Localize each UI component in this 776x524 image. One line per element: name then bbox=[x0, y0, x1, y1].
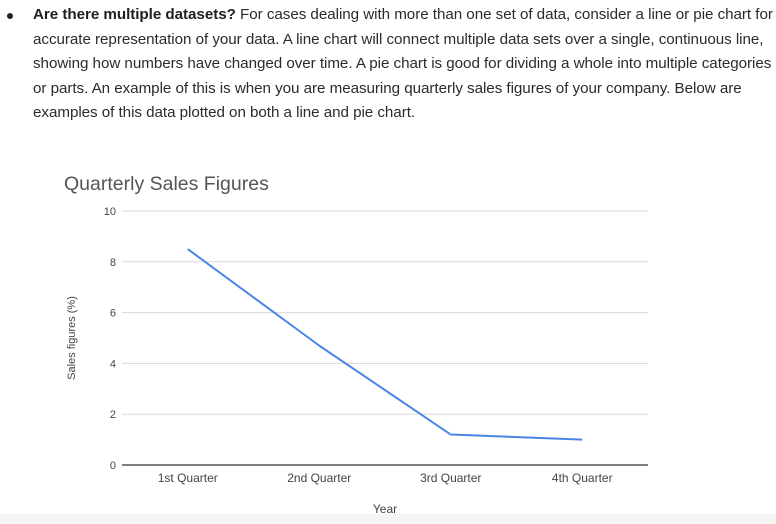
y-tick-label: 0 bbox=[110, 460, 116, 472]
quarterly-sales-line-chart: Quarterly Sales Figures 0 2 4 6 8 10 1st Quar… bbox=[64, 173, 648, 514]
paragraph-line-1-rest: For cases dealing with more than one set… bbox=[235, 6, 773, 23]
paragraph-line-2: accurate representation of your data. A … bbox=[33, 30, 764, 48]
chart-gridlines bbox=[122, 210, 648, 466]
chart-series bbox=[187, 248, 583, 441]
page-bottom-strip bbox=[0, 514, 776, 524]
series-line bbox=[187, 248, 583, 441]
y-tick-label: 10 bbox=[104, 206, 116, 218]
x-tick-label: 3rd Quarter bbox=[420, 471, 481, 485]
y-tick-label: 4 bbox=[110, 358, 116, 370]
bullet-marker bbox=[7, 13, 13, 19]
paragraph-line-4: or parts. An example of this is when you… bbox=[33, 79, 742, 97]
x-tick-label: 2nd Quarter bbox=[287, 471, 351, 485]
paragraph-line-3: showing how numbers have changed over ti… bbox=[33, 55, 772, 72]
explanation-paragraph: Are there multiple datasets? For cases d… bbox=[33, 3, 773, 126]
x-axis-tick-labels: 1st Quarter 2nd Quarter 3rd Quarter 4th Qua… bbox=[158, 471, 613, 485]
y-axis-label: Sales figures (%) bbox=[66, 296, 78, 380]
y-tick-label: 6 bbox=[110, 308, 116, 320]
x-tick-label: 4th Quarter bbox=[552, 471, 613, 485]
x-tick-label: 1st Quarter bbox=[158, 471, 218, 485]
y-axis-tick-labels: 0 2 4 6 8 10 bbox=[104, 206, 116, 472]
chart-title: Quarterly Sales Figures bbox=[64, 173, 269, 195]
y-tick-label: 8 bbox=[110, 257, 116, 269]
paragraph-line-5: examples of this data plotted on both a … bbox=[33, 104, 416, 121]
y-tick-label: 2 bbox=[110, 409, 116, 421]
x-axis-label: Year bbox=[373, 502, 397, 514]
paragraph-line-1: Are there multiple datasets? For cases d… bbox=[33, 3, 773, 28]
lead-question: Are there multiple datasets? bbox=[33, 6, 236, 23]
